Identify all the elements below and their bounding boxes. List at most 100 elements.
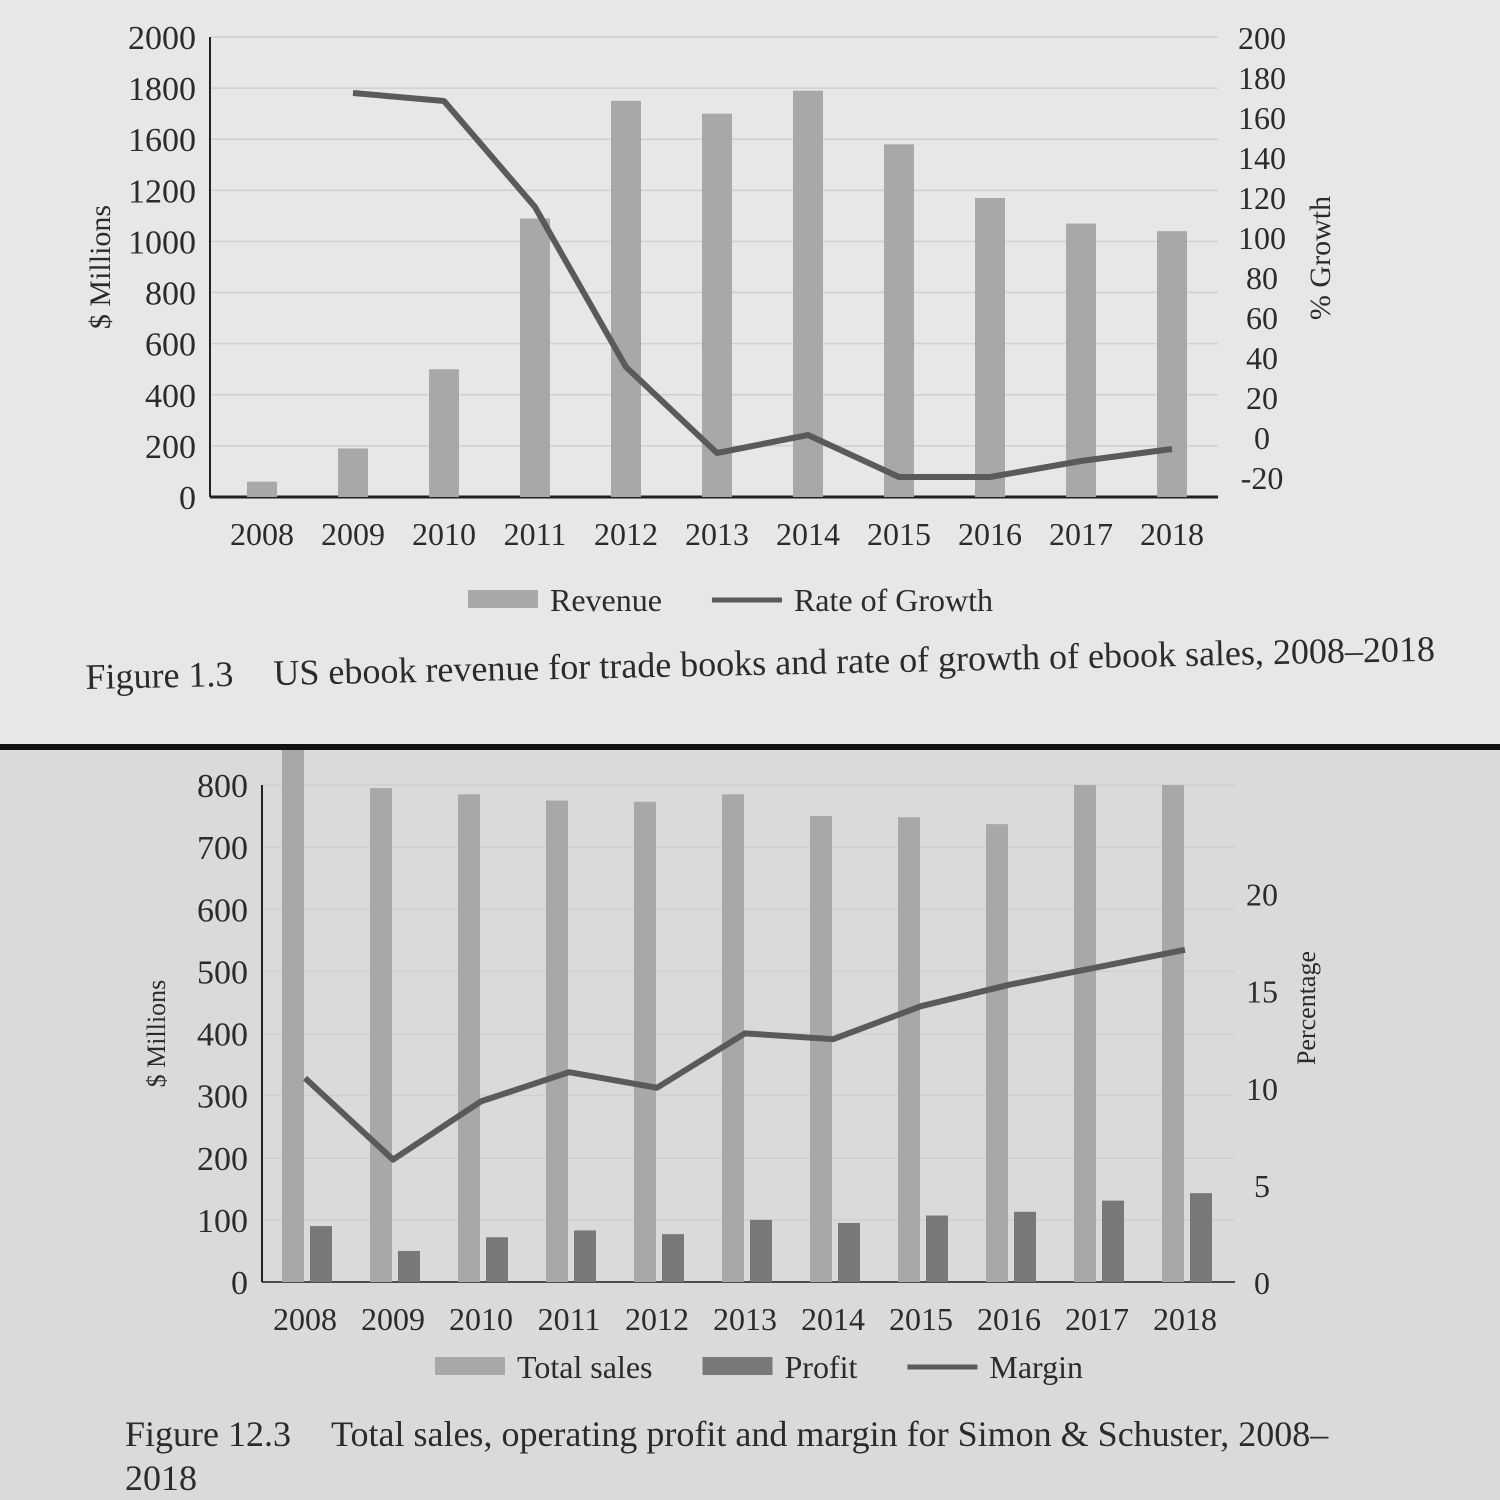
x-tick-label: 2012 xyxy=(594,516,658,552)
bar-total-sales xyxy=(458,794,480,1282)
y-tick-label: 200 xyxy=(197,1141,248,1178)
legend-swatch xyxy=(702,1357,773,1375)
x-tick-label: 2010 xyxy=(412,516,476,552)
figure-12-3-panel: 0 100 200 300 400 500 600 700 800 0 5 10 15 20 $ Milli… xyxy=(0,750,1500,1500)
bar-total-sales xyxy=(1074,785,1096,1282)
y2-axis-title: % Growth xyxy=(1304,196,1337,320)
y2-tick-label: 5 xyxy=(1254,1168,1270,1204)
x-tick-label: 2013 xyxy=(685,516,749,552)
y2-tick-label: 100 xyxy=(1238,220,1286,256)
bar-profit xyxy=(398,1250,420,1282)
y-tick-label: 600 xyxy=(145,327,196,364)
legend-label: Total sales xyxy=(517,1349,653,1385)
y-tick-label: 2000 xyxy=(128,20,196,57)
x-tick-label: 2011 xyxy=(504,516,567,552)
y2-tick-label: 60 xyxy=(1246,300,1278,336)
x-tick-label: 2018 xyxy=(1153,1301,1217,1337)
x-tick-label: 2015 xyxy=(889,1301,953,1337)
x-tick-label: 2017 xyxy=(1049,516,1113,552)
bar-total-sales xyxy=(898,817,920,1282)
bar-profit xyxy=(838,1222,860,1282)
bar-profit xyxy=(926,1215,948,1282)
y2-tick-label: 15 xyxy=(1246,974,1278,1010)
caption-text: Total sales, operating profit and margin… xyxy=(125,1414,1329,1498)
figure-number: Figure 12.3 xyxy=(125,1414,291,1454)
bar-profit xyxy=(1190,1193,1212,1282)
y-tick-label: 200 xyxy=(145,429,196,466)
figure-number: Figure 1.3 xyxy=(85,653,234,697)
legend-swatch xyxy=(468,590,538,608)
y2-tick-label: 200 xyxy=(1238,20,1286,56)
x-tick-label: 2014 xyxy=(801,1301,865,1337)
x-tick-label: 2009 xyxy=(361,1301,425,1337)
y-tick-label: 100 xyxy=(197,1203,248,1240)
bar-revenue xyxy=(702,113,732,498)
y2-tick-label: 0 xyxy=(1254,420,1270,456)
y-axis-title: $ Millions xyxy=(142,980,171,1088)
y-tick-label: 800 xyxy=(197,768,248,805)
y2-tick-label: 10 xyxy=(1246,1071,1278,1107)
y2-tick-label: 160 xyxy=(1238,100,1286,136)
bar-revenue xyxy=(247,481,277,497)
bar-revenue xyxy=(793,90,823,498)
figure-12-3-chart: 0 100 200 300 400 500 600 700 800 0 5 10 15 20 $ Milli… xyxy=(142,750,1321,1385)
legend-label: Revenue xyxy=(550,582,662,618)
x-tick-label: 2010 xyxy=(449,1301,513,1337)
figure-12-3-caption: Figure 12.3 Total sales, operating profit… xyxy=(125,1412,1385,1500)
y-tick-label: 0 xyxy=(231,1265,248,1302)
x-tick-label: 2013 xyxy=(713,1301,777,1337)
y-tick-label: 600 xyxy=(197,892,248,929)
x-tick-label: 2016 xyxy=(977,1301,1041,1337)
figure-1-3-chart: 0 200 400 600 800 1000 1200 1600 1800 2000 -20 0 20 4… xyxy=(84,20,1337,618)
bar-revenue xyxy=(338,448,368,497)
x-tick-label: 2012 xyxy=(625,1301,689,1337)
x-tick-label: 2008 xyxy=(230,516,294,552)
line-margin xyxy=(302,946,1186,1163)
bar-revenue xyxy=(429,369,459,497)
x-tick-label: 2015 xyxy=(867,516,931,552)
y-axis-title: $ Millions xyxy=(84,205,117,329)
bar-profit xyxy=(486,1237,508,1282)
y-tick-label: 300 xyxy=(197,1079,248,1116)
y-tick-label: 0 xyxy=(179,480,196,517)
y-tick-label: 1600 xyxy=(128,122,196,159)
y2-tick-label: 40 xyxy=(1246,340,1278,376)
y2-tick-label: 120 xyxy=(1238,180,1286,216)
y-tick-label: 1200 xyxy=(128,173,196,210)
legend-swatch xyxy=(435,1357,505,1375)
y2-tick-label: 20 xyxy=(1246,877,1278,913)
bar-revenue xyxy=(975,198,1005,497)
bar-total-sales xyxy=(282,750,304,1282)
legend-label: Profit xyxy=(785,1349,858,1385)
y-tick-label: 500 xyxy=(197,954,248,991)
bar-total-sales xyxy=(370,788,392,1282)
y2-tick-label: 180 xyxy=(1238,60,1286,96)
y2-tick-label: -20 xyxy=(1241,460,1284,496)
y-tick-label: 400 xyxy=(197,1017,248,1054)
bar-profit xyxy=(310,1226,332,1282)
bar-total-sales xyxy=(546,800,568,1282)
y-tick-label: 1800 xyxy=(128,71,196,108)
x-tick-label: 2009 xyxy=(321,516,385,552)
x-tick-label: 2016 xyxy=(958,516,1022,552)
x-tick-label: 2014 xyxy=(776,516,840,552)
y-tick-label: 800 xyxy=(145,276,196,313)
y2-tick-label: 140 xyxy=(1238,140,1286,176)
y-tick-label: 700 xyxy=(197,830,248,867)
bar-revenue xyxy=(611,100,641,497)
x-tick-label: 2018 xyxy=(1140,516,1204,552)
bar-profit xyxy=(750,1219,772,1282)
bar-profit xyxy=(1014,1211,1036,1282)
y2-tick-label: 80 xyxy=(1246,260,1278,296)
divider xyxy=(0,744,1500,750)
bar-profit xyxy=(1102,1200,1124,1282)
bar-profit xyxy=(662,1234,684,1282)
bar-total-sales xyxy=(634,801,656,1282)
legend-label: Rate of Growth xyxy=(794,582,993,618)
legend-label: Margin xyxy=(989,1349,1083,1385)
x-tick-label: 2017 xyxy=(1065,1301,1129,1337)
line-rate-of-growth xyxy=(352,90,1173,480)
y2-tick-label: 20 xyxy=(1246,380,1278,416)
y-tick-label: 1000 xyxy=(128,224,196,261)
x-tick-label: 2008 xyxy=(273,1301,337,1337)
